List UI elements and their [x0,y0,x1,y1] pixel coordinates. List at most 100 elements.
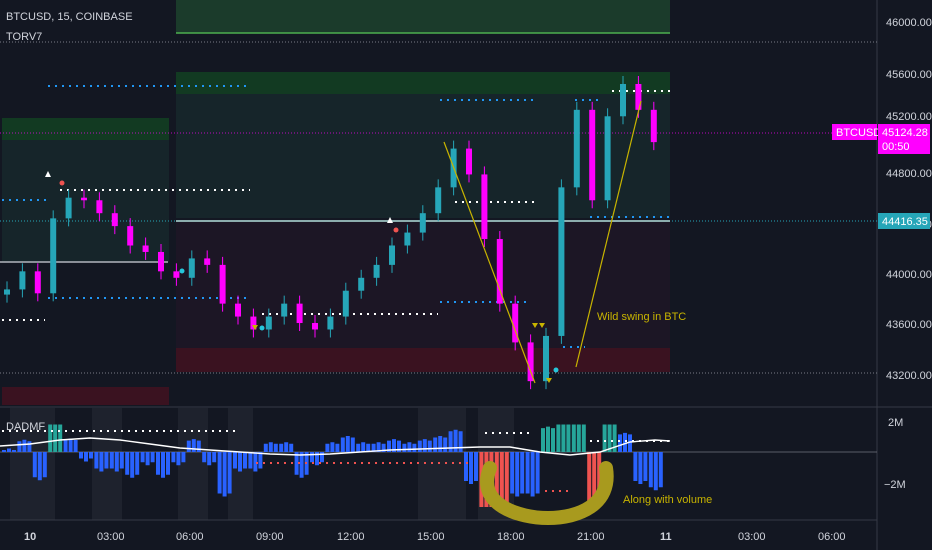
price-tick: 46000.00 [886,17,932,29]
histogram-bar [525,452,530,494]
histogram-bar [504,452,509,507]
candle-body [4,289,10,295]
down-arrow-icon [532,323,538,328]
histogram-bar [494,452,499,507]
histogram-bar [433,437,438,452]
histogram-bar [499,452,504,507]
volume-smile-annotation [480,461,614,526]
candle-body [604,116,611,201]
histogram-bar [53,424,58,452]
histogram-bar [17,441,22,452]
histogram-bar [628,434,632,452]
time-tick: 18:00 [497,531,525,543]
histogram-bar [145,452,150,466]
histogram-bar [623,432,627,452]
histogram-bar [161,452,165,478]
candle-body [358,277,365,291]
histogram-bar [186,440,191,452]
candle-body [111,213,118,227]
candle-body [250,316,257,330]
left-zone [2,140,169,262]
histogram-bar [530,452,535,497]
histogram-bar [22,439,27,452]
histogram-bar [2,450,6,452]
histogram-bar [299,452,304,478]
time-tick: 12:00 [337,531,365,543]
candle-body [543,335,549,382]
support-zone [176,220,670,348]
last-price-value: 45124.28 [882,127,928,139]
candle-body [373,264,380,278]
candle-body [496,239,503,304]
histogram-bar [361,442,366,452]
histogram-bar [356,443,361,452]
histogram-bar [207,452,212,466]
histogram-bar [422,439,427,452]
swing-down-line [443,141,536,384]
candle-body [635,83,642,110]
histogram-bar [520,452,525,494]
candle-body [142,245,149,252]
histogram-bar [73,440,78,452]
resistance-zone [176,72,670,94]
time-tick: 11 [660,531,672,543]
histogram-bar [196,440,201,452]
histogram-bar [289,443,294,452]
candle-body [342,290,349,317]
histogram-bar [263,443,268,452]
lower-indicator-header[interactable]: DADMF [6,421,46,433]
last-price-box [878,124,930,154]
histogram-bar [587,452,592,507]
histogram-bar [104,452,109,469]
candle-body [389,245,395,265]
volume-annotation: Along with volume [623,494,712,506]
histogram-bar [566,424,571,452]
histogram-bar [658,452,663,488]
histogram-bar [273,443,278,452]
histogram-bar [119,452,124,469]
left-support-zone [2,387,169,405]
candle-body [265,316,272,330]
candle-body [127,226,134,246]
histogram-bar [535,452,540,494]
countdown-value: 00:50 [882,141,910,153]
histogram-bar [330,442,335,452]
histogram-bar [546,426,550,452]
histogram-bar [371,443,376,452]
histogram-bar [345,436,350,452]
histogram-bar [99,452,104,472]
histogram-bar [417,440,422,452]
histogram-bar [37,452,42,481]
time-axis[interactable]: 10 03:00 06:00 09:00 12:00 15:00 18:00 2… [24,531,846,543]
candle-body [327,316,334,330]
price-tick: 45200.00 [886,111,932,123]
symbol-header[interactable]: BTCUSD, 15, COINBASE [6,11,133,23]
time-tick: 03:00 [738,531,766,543]
signal-dot [259,325,265,331]
histogram-bar [458,431,463,452]
candle-body [558,187,565,336]
histogram-bar [212,452,217,463]
indicator-header[interactable]: TORV7 [6,31,43,43]
histogram-bar [63,440,68,452]
candle-body [512,303,519,343]
histogram-bar [443,437,448,452]
time-tick: 09:00 [256,531,284,543]
signal-dot [59,180,65,186]
histogram-bar [32,452,37,478]
histogram-bar [27,441,32,452]
histogram-bar [427,440,432,452]
histogram-bar [510,452,515,494]
candle-body [219,264,226,304]
candle-body [96,200,103,214]
histogram-bar [571,424,576,452]
histogram-bar [181,452,186,463]
candles-group [4,75,657,390]
histogram-bar [42,452,47,478]
candle-body [573,109,580,188]
candle-body [419,213,426,233]
histogram-bar [166,452,170,475]
histogram-bar [48,424,53,452]
histogram-bar [366,443,371,452]
